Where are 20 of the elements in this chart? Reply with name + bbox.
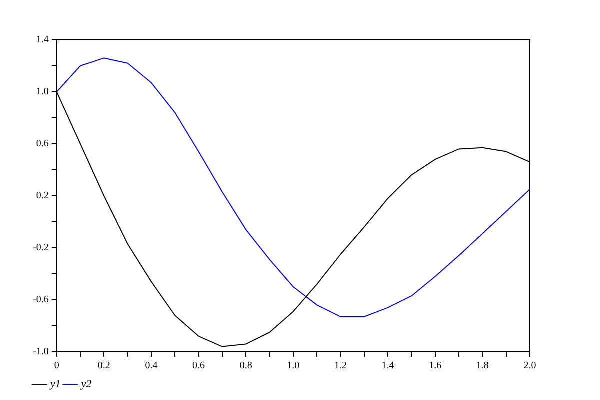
x-tick-label: 0 [54, 360, 60, 372]
y-tick-label: -0.6 [32, 294, 49, 306]
x-tick-label: 0.6 [192, 360, 206, 372]
y-tick-label: -1.0 [32, 346, 49, 358]
legend-label: y1 [50, 378, 61, 390]
legend-label: y2 [80, 378, 92, 390]
y-tick-label: -0.2 [32, 242, 49, 254]
x-tick-label: 0.4 [145, 360, 158, 372]
y-tick-label: 1.4 [36, 34, 49, 46]
x-tick-label: 1.6 [429, 360, 442, 372]
x-tick-label: 0.2 [98, 360, 110, 372]
x-tick-label: 1.4 [382, 360, 394, 372]
x-tick-label: 1.0 [287, 360, 300, 372]
x-tick-label: 1.8 [476, 360, 489, 372]
x-tick-label: 0.8 [240, 360, 252, 372]
y-tick-label: 0.6 [36, 138, 49, 150]
x-tick-label: 1.2 [334, 360, 347, 372]
y-tick-label: 1.0 [36, 86, 49, 98]
x-tick-label: 2.0 [524, 360, 536, 372]
y-tick-label: 0.2 [36, 190, 49, 202]
